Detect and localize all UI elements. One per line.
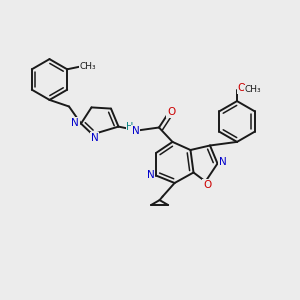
Text: N: N bbox=[91, 133, 99, 143]
Text: O: O bbox=[203, 180, 211, 190]
Text: CH₃: CH₃ bbox=[80, 62, 97, 71]
Text: N: N bbox=[71, 118, 79, 128]
Text: N: N bbox=[147, 170, 154, 181]
Text: O: O bbox=[238, 83, 246, 94]
Text: CH₃: CH₃ bbox=[244, 85, 261, 94]
Text: O: O bbox=[167, 107, 175, 117]
Text: N: N bbox=[132, 126, 140, 136]
Text: H: H bbox=[126, 122, 134, 132]
Text: N: N bbox=[219, 157, 227, 167]
